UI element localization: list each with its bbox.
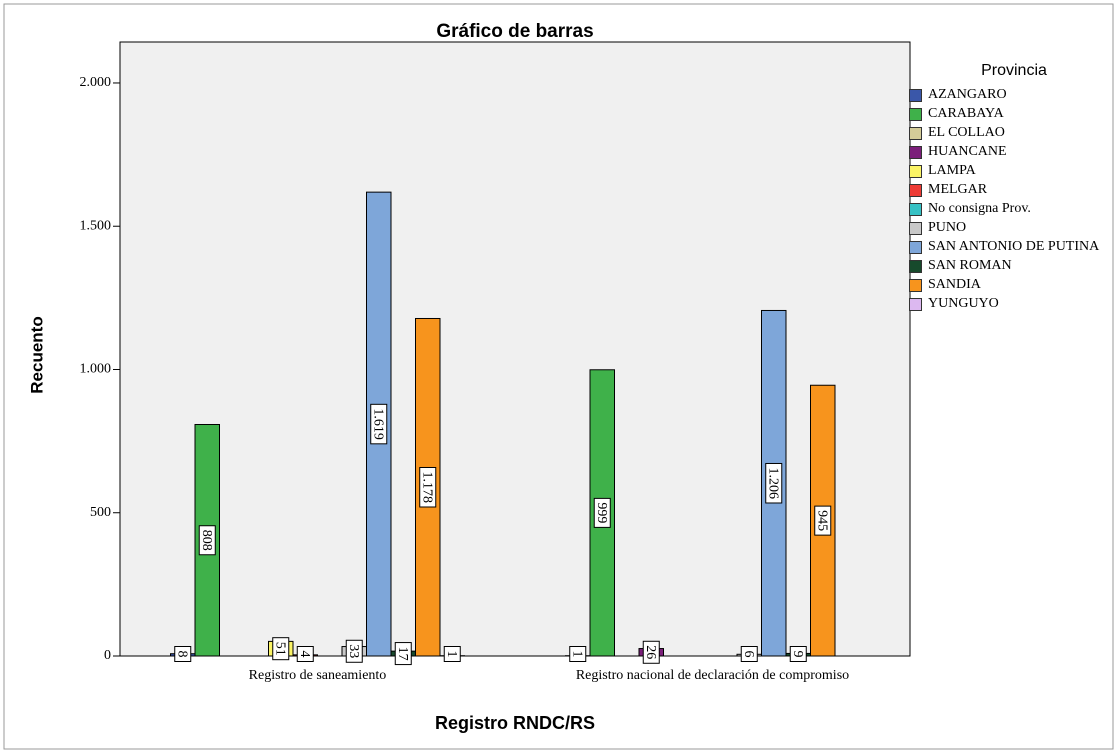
legend-item: CARABAYA <box>909 107 1109 121</box>
y-tick-label: 1.500 <box>80 218 112 233</box>
y-tick-label: 0 <box>104 648 111 663</box>
legend-item: YUNGUYO <box>909 297 1109 311</box>
data-label-text: 4 <box>297 651 312 658</box>
data-label-box <box>814 505 832 536</box>
legend-item: SANDIA <box>909 278 1109 292</box>
legend-label: PUNO <box>928 220 967 235</box>
data-label-text: 1.619 <box>371 408 386 440</box>
data-label-box <box>789 646 807 662</box>
legend-swatch <box>909 165 922 178</box>
legend-label: LAMPA <box>928 163 976 178</box>
data-label-box <box>569 646 587 662</box>
y-axis-label: Recuento <box>27 316 46 393</box>
data-label-text: 808 <box>199 530 214 551</box>
data-label-box <box>765 462 783 504</box>
data-label: 8 <box>174 646 192 662</box>
y-tick-label: 1.000 <box>80 362 112 377</box>
legend-swatch <box>909 146 922 159</box>
data-label-text: 51 <box>273 642 288 656</box>
data-label: 51 <box>272 637 290 661</box>
legend-label: No consigna Prov. <box>928 201 1031 216</box>
data-label-box <box>198 525 216 556</box>
data-label: 17 <box>394 642 412 666</box>
legend-item: MELGAR <box>909 183 1109 197</box>
data-label: 1 <box>569 646 587 662</box>
data-label: 26 <box>642 640 660 664</box>
data-label-text: 33 <box>346 644 361 658</box>
data-label-box <box>174 646 192 662</box>
x-tick-label: Registro de saneamiento <box>248 668 387 683</box>
plot-area <box>119 41 911 657</box>
legend-item: HUANCANE <box>909 145 1109 159</box>
legend-label: SAN ROMAN <box>928 258 1012 273</box>
data-label-text: 26 <box>643 645 658 659</box>
data-label: 1.206 <box>765 462 783 504</box>
data-label-text: 1.178 <box>420 471 435 503</box>
data-label-text: 6 <box>741 651 756 658</box>
legend-label: SANDIA <box>928 277 981 292</box>
legend-swatch <box>909 184 922 197</box>
data-label-box <box>370 403 388 445</box>
legend-label: SAN ANTONIO DE PUTINA <box>928 239 1100 254</box>
data-label-box <box>296 646 314 662</box>
data-label: 1 <box>443 646 461 662</box>
x-axis-label: Registro RNDC/RS <box>435 713 595 733</box>
x-tick-label: Registro nacional de declaración de comp… <box>575 668 850 683</box>
legend-label: AZANGARO <box>928 87 1007 102</box>
data-label-box <box>394 642 412 666</box>
legend-item: No consigna Prov. <box>909 202 1109 216</box>
chart-title: Gráfico de barras <box>436 21 593 42</box>
data-label: 6 <box>740 646 758 662</box>
data-label-text: 9 <box>790 651 805 658</box>
data-label: 1.178 <box>419 466 437 508</box>
data-label-box <box>642 640 660 664</box>
legend-label: EL COLLAO <box>928 125 1005 140</box>
data-label-box <box>419 466 437 508</box>
data-label-text: 945 <box>815 510 830 531</box>
legend-item: SAN ROMAN <box>909 259 1109 273</box>
legend-swatch <box>909 260 922 273</box>
legend-item: AZANGARO <box>909 88 1109 102</box>
legend-swatch <box>909 89 922 102</box>
legend-swatch <box>909 279 922 292</box>
legend-swatch <box>909 203 922 216</box>
legend-item: EL COLLAO <box>909 126 1109 140</box>
legend-swatch <box>909 108 922 121</box>
data-label: 999 <box>593 497 611 528</box>
data-label-box <box>272 637 290 661</box>
data-label-text: 8 <box>175 651 190 658</box>
data-label: 945 <box>814 505 832 536</box>
data-label-box <box>345 639 363 663</box>
y-tick-label: 2.000 <box>80 75 112 90</box>
legend-item: SAN ANTONIO DE PUTINA <box>909 240 1109 254</box>
data-label-text: 17 <box>395 647 410 661</box>
legend-label: CARABAYA <box>928 106 1004 121</box>
data-label-box <box>443 646 461 662</box>
legend-swatch <box>909 127 922 140</box>
data-label-box <box>593 497 611 528</box>
data-label-box <box>740 646 758 662</box>
legend-swatch <box>909 241 922 254</box>
legend-item: LAMPA <box>909 164 1109 178</box>
legend-label: MELGAR <box>928 182 988 197</box>
data-label-text: 1 <box>444 651 459 658</box>
legend-item: PUNO <box>909 221 1109 235</box>
legend-label: YUNGUYO <box>928 296 999 311</box>
data-label-text: 1 <box>570 651 585 658</box>
y-tick-label: 500 <box>90 505 111 520</box>
data-label: 33 <box>345 639 363 663</box>
legend-swatch <box>909 298 922 311</box>
data-label-text: 999 <box>594 502 609 523</box>
legend-title: Provincia <box>981 62 1047 79</box>
legend-label: HUANCANE <box>928 144 1007 159</box>
legend-swatch <box>909 222 922 235</box>
data-label: 9 <box>789 646 807 662</box>
legend: Provincia AZANGARO CARABAYA EL COLLAO HUANCA… <box>909 62 1109 316</box>
data-label: 1.619 <box>370 403 388 445</box>
data-label: 808 <box>198 525 216 556</box>
data-label: 4 <box>296 646 314 662</box>
data-label-text: 1.206 <box>766 467 781 499</box>
